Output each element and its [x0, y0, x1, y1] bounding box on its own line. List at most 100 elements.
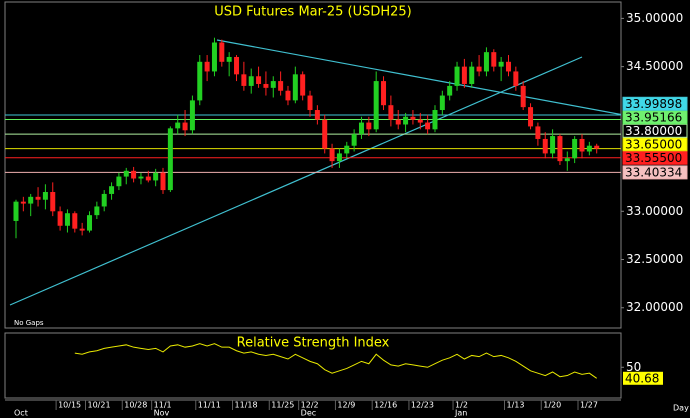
trendline	[216, 39, 621, 116]
indicator-line	[74, 343, 597, 379]
candle-body	[219, 42, 225, 62]
candle-body	[175, 122, 181, 129]
candle-body	[395, 119, 401, 125]
candle-body	[101, 193, 107, 207]
level-label: 33.55500	[625, 151, 682, 165]
candle-body	[57, 211, 63, 226]
x-tick-label: 11/25	[271, 401, 294, 410]
candle-body	[322, 119, 328, 149]
trendline	[9, 56, 583, 306]
month-label: Oct	[14, 409, 28, 418]
x-tick-label: 10/15	[58, 401, 81, 410]
y-tick-label: 32.50000	[626, 252, 683, 266]
candle-body	[123, 170, 129, 177]
x-tick-label: 12/2	[301, 401, 319, 410]
candles	[13, 37, 600, 239]
x-tick-label: 11/18	[235, 401, 258, 410]
candle-body	[248, 76, 254, 86]
note: No Gaps	[14, 319, 44, 327]
x-tick-label: 11/11	[198, 401, 221, 410]
candle-body	[579, 138, 585, 152]
candle-body	[241, 74, 247, 86]
candle-body	[153, 172, 159, 181]
candle-body	[476, 66, 482, 72]
candle-body	[256, 76, 262, 84]
price-panel	[4, 1, 622, 329]
candle-body	[189, 100, 195, 131]
x-tick-label: 1/27	[580, 401, 598, 410]
candle-body	[211, 42, 217, 72]
candle-body	[204, 61, 210, 72]
candle-body	[263, 83, 269, 88]
candle-body	[572, 138, 578, 159]
candle-body	[469, 66, 475, 84]
level-label: 33.40334	[625, 165, 682, 179]
candle-body	[64, 213, 70, 226]
candle-body	[542, 138, 548, 154]
candle-body	[498, 61, 504, 67]
candle-body	[528, 107, 534, 127]
x-tick-label: 12/23	[411, 401, 434, 410]
y-tick-label: 33.00000	[626, 204, 683, 218]
candle-body	[381, 81, 387, 106]
candle-body	[425, 122, 431, 130]
candle-body	[447, 85, 453, 96]
candle-body	[373, 81, 379, 130]
candle-body	[505, 61, 511, 72]
candle-body	[42, 192, 48, 200]
level-label: 33.99898	[625, 97, 682, 111]
candle-body	[197, 61, 203, 101]
candle-body	[557, 136, 563, 162]
candle-body	[28, 196, 34, 204]
level-label: 33.65000	[625, 137, 682, 151]
candle-body	[594, 145, 600, 149]
candle-body	[366, 122, 372, 130]
candle-body	[520, 85, 526, 108]
candle-body	[483, 52, 489, 72]
month-label: Dec	[301, 409, 316, 418]
candle-body	[564, 158, 570, 162]
level-label: 33.95166	[625, 110, 682, 124]
candle-body	[226, 56, 232, 62]
indicator-title: Relative Strength Index	[237, 336, 390, 351]
candle-body	[109, 186, 115, 194]
candle-body	[20, 201, 26, 204]
x-tick-label: 1/13	[506, 401, 524, 410]
candle-body	[50, 192, 56, 212]
y2-tick-label: 50	[626, 360, 641, 374]
x-tick-label: 10/28	[124, 401, 147, 410]
candle-body	[491, 52, 497, 67]
y-tick-label: 34.50000	[626, 59, 683, 73]
levels: 33.4033433.5550033.6500033.8000033.95166…	[5, 96, 688, 180]
candle-body	[167, 128, 173, 191]
candle-body	[182, 122, 188, 131]
candle-body	[278, 81, 284, 91]
candle-body	[160, 172, 166, 191]
candle-body	[439, 95, 445, 111]
x-tick-label: 12/16	[374, 401, 397, 410]
candle-body	[131, 170, 137, 179]
candle-body	[351, 134, 357, 146]
candle-body	[432, 110, 438, 130]
candle-body	[586, 145, 592, 152]
candle-body	[314, 110, 320, 120]
x-unit-label: Day	[673, 404, 689, 413]
level-label: 33.80000	[625, 124, 682, 138]
candle-body	[13, 201, 19, 221]
last-value-box	[623, 371, 663, 385]
candle-body	[410, 116, 416, 120]
rsi-panel	[4, 332, 622, 399]
x-tick-label: 1/20	[543, 401, 561, 410]
last-value-label: 40.68	[625, 371, 659, 385]
x-tick-label: 12/9	[337, 401, 355, 410]
month-label: Jan	[454, 409, 467, 418]
candle-body	[417, 119, 423, 123]
candle-body	[72, 213, 78, 229]
candle-body	[336, 153, 342, 162]
candle-body	[138, 176, 144, 179]
x-tick-label: 10/21	[88, 401, 111, 410]
candle-body	[145, 176, 151, 181]
y-tick-label: 32.00000	[626, 300, 683, 314]
